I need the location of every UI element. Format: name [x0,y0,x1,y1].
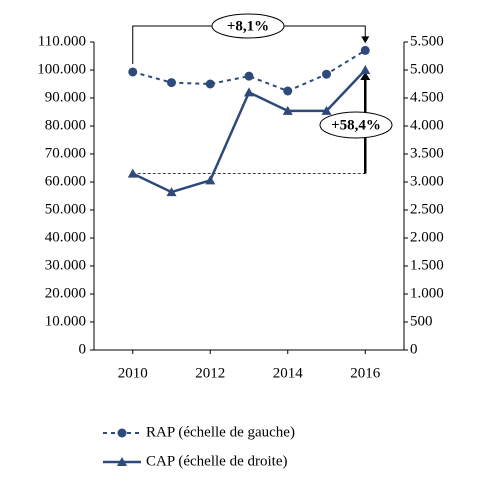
marker [360,65,371,74]
marker [166,187,177,197]
marker [360,45,370,55]
y-tick-label: 50.000 [45,201,86,217]
y2-tick-label: 2.500 [410,201,444,217]
legend-marker [117,457,127,466]
marker [205,175,216,185]
marker [244,87,254,97]
arrow-head [361,36,370,44]
annotation: +58,4% [331,117,381,133]
y2-tick-label: 1.000 [410,285,444,301]
marker [283,86,293,96]
marker [321,105,332,115]
y2-tick-label: 0 [410,341,418,357]
x-tick-label: 2010 [118,365,148,381]
y-tick-label: 60.000 [45,173,86,189]
marker [128,67,138,77]
y2-tick-label: 3.500 [410,145,444,161]
marker [167,78,176,88]
label-box [211,13,285,39]
marker [244,71,254,81]
y-tick-label: 0 [79,341,87,357]
y-tick-label: 40.000 [45,229,86,245]
y-tick-label: 20.000 [45,285,86,301]
y2-tick-label: 4.000 [410,117,444,133]
legend-label: RAP (échelle de gauche) [146,424,295,440]
marker [127,168,138,178]
marker [282,105,293,115]
legend-marker [117,428,127,438]
arrow-head [360,72,371,80]
legend-label: CAP (échelle de droite) [146,453,287,469]
y2-tick-label: 5.000 [410,61,444,77]
y2-tick-label: 1.500 [410,257,444,273]
y2-tick-label: 500 [410,313,433,329]
annotation: +8,1% [227,18,269,34]
x-tick-label: 2016 [350,365,381,381]
label-box [319,111,393,139]
x-tick-label: 2012 [195,365,225,381]
y-tick-label: 30.000 [45,257,86,273]
marker [322,69,331,79]
series-line [132,49,366,93]
y-tick-label: 80.000 [45,117,86,133]
y-tick-label: 90.000 [45,89,86,105]
y-tick-label: 110.000 [38,33,86,49]
y2-tick-label: 2.000 [410,229,444,245]
y2-tick-label: 3.000 [410,173,444,189]
y-tick-label: 10.000 [45,313,86,329]
y-tick-label: 70.000 [45,145,86,161]
y2-tick-label: 5.500 [410,33,444,49]
marker [205,79,215,89]
y2-tick-label: 4.500 [410,89,444,105]
y-tick-label: 100.000 [37,61,86,77]
x-tick-label: 2014 [273,365,304,381]
